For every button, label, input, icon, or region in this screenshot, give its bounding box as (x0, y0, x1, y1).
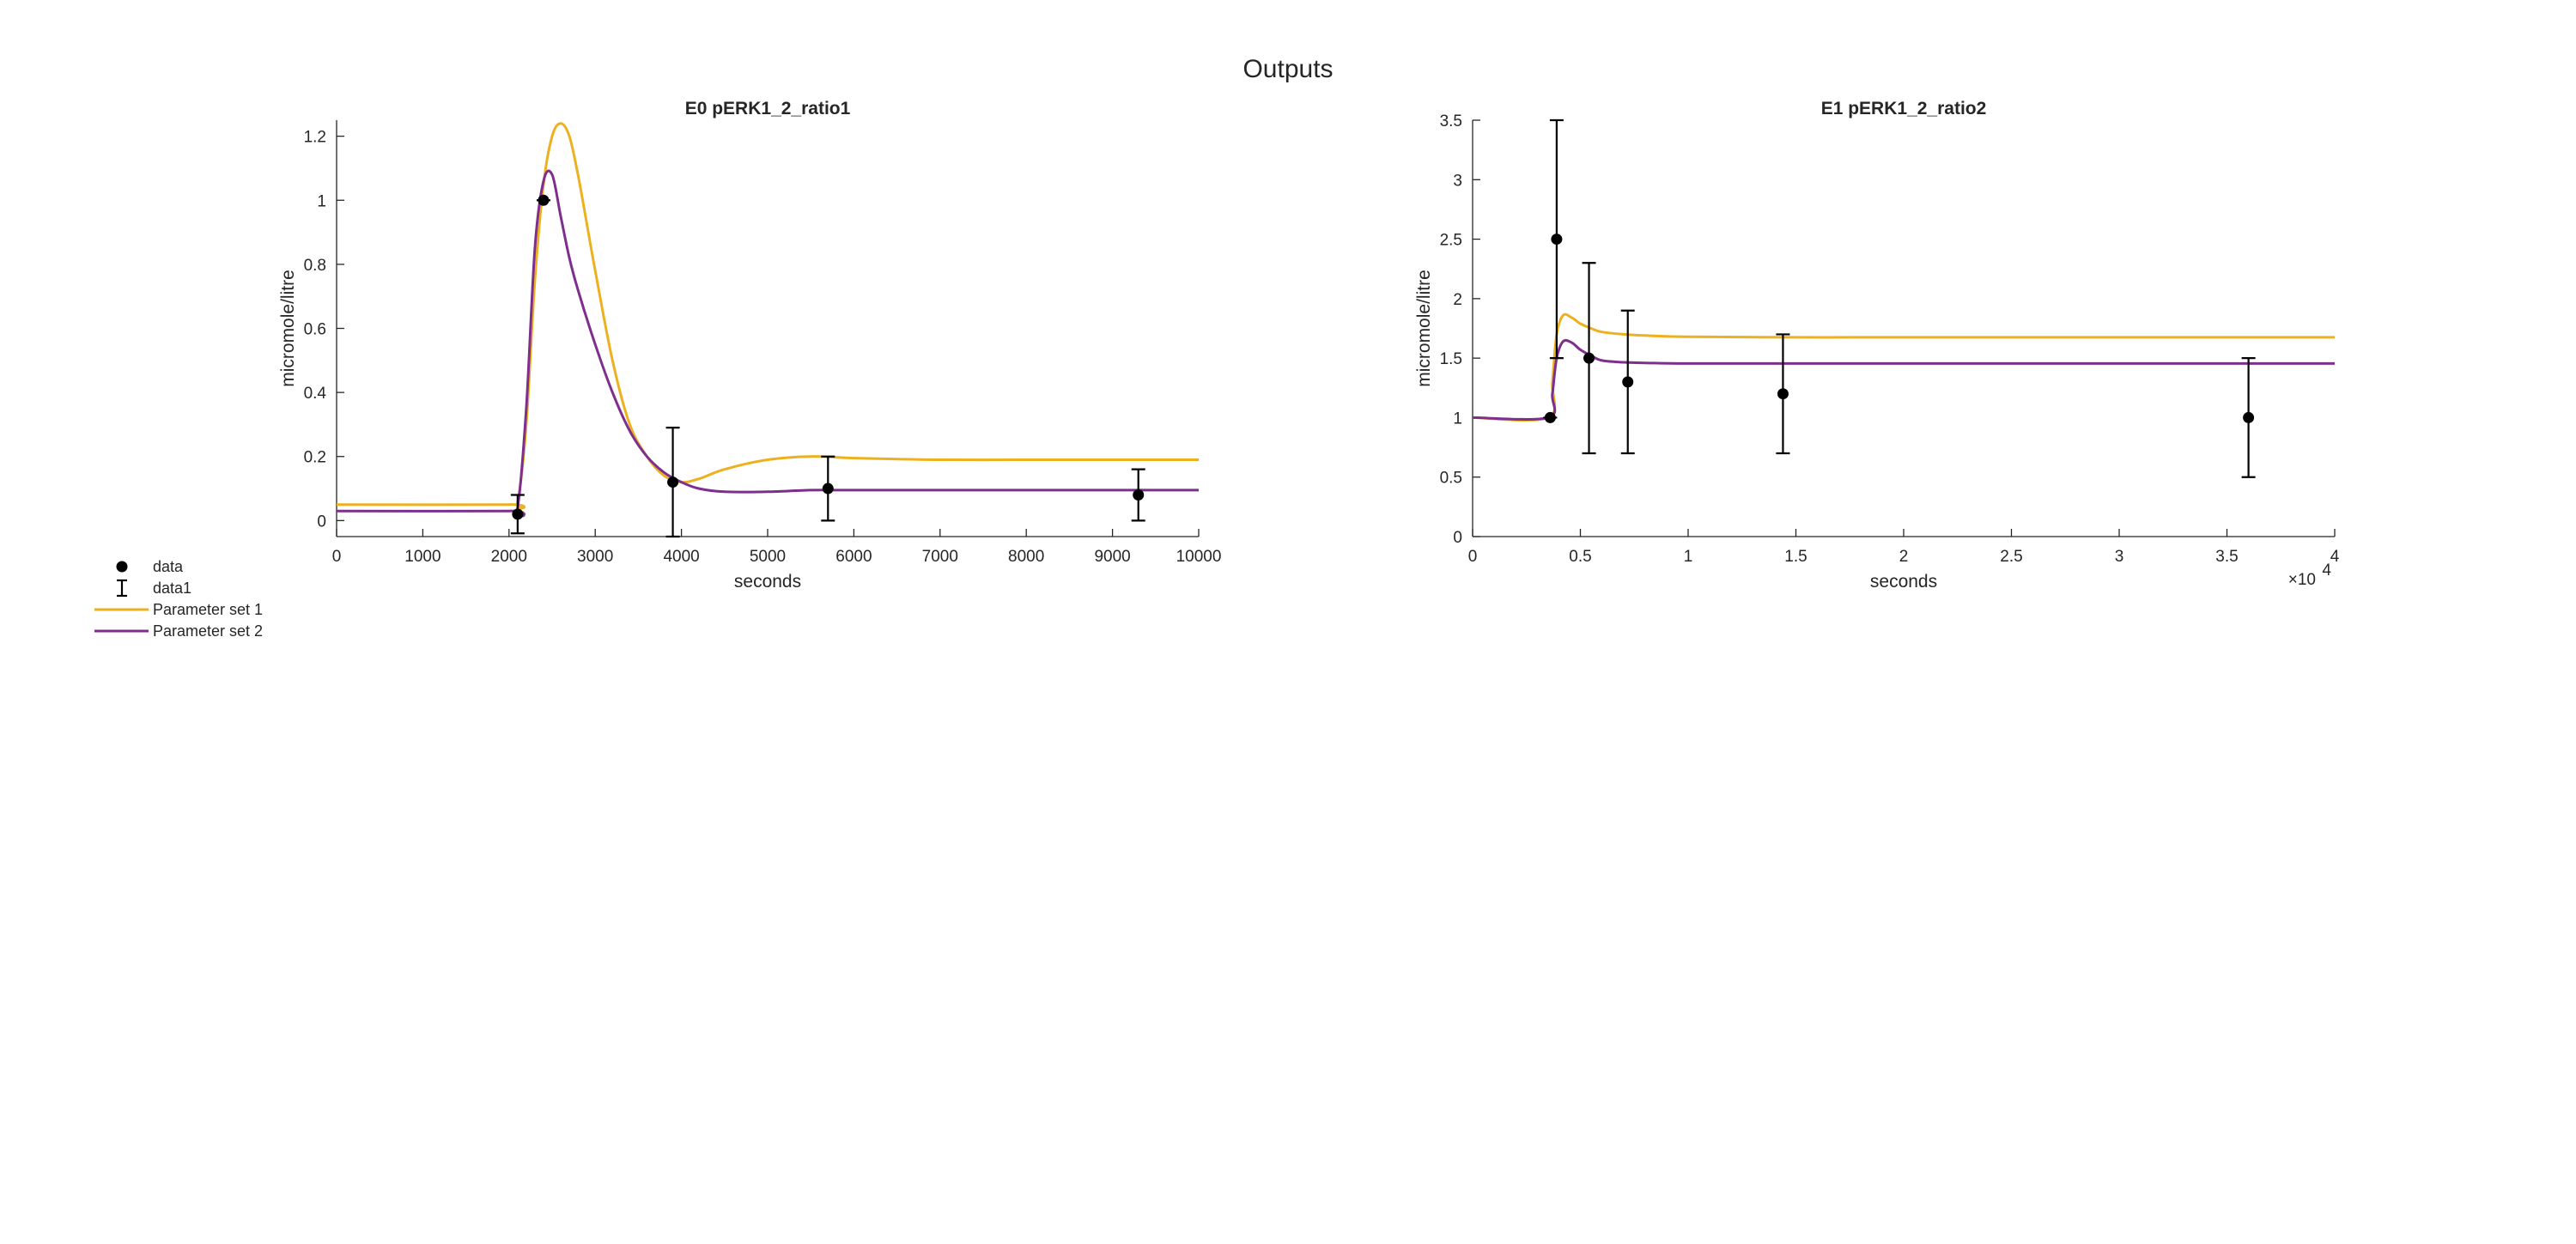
y-tick-label: 1.5 (1440, 350, 1462, 368)
y-tick-label: 1 (1453, 410, 1462, 428)
y-tick-label: 3 (1453, 172, 1462, 190)
x-exponent-label: ×10 (2288, 571, 2316, 589)
x-tick-label: 3.5 (2215, 548, 2238, 566)
data-point (1133, 489, 1145, 501)
series-line-parameter-set-2 (337, 169, 1199, 518)
x-tick-label: 1000 (404, 548, 440, 566)
data-point (1583, 352, 1595, 364)
legend-label: Parameter set 1 (153, 601, 263, 618)
x-tick-label: 0 (332, 548, 342, 566)
y-axis-label: micromole/litre (278, 270, 298, 387)
legend-item: data1 (117, 579, 191, 598)
data-point (822, 482, 834, 495)
axes-title: E0 pERK1_2_ratio1 (685, 99, 851, 118)
x-tick-label: 1.5 (1784, 548, 1807, 566)
y-tick-label: 1.2 (304, 129, 326, 147)
legend-item: Parameter set 2 (94, 622, 263, 640)
data-point (1544, 411, 1556, 423)
x-tick-label: 1 (1684, 548, 1693, 566)
figure-title: Outputs (1242, 55, 1333, 83)
axes-title: E1 pERK1_2_ratio2 (1821, 99, 1987, 118)
legend-item: Parameter set 1 (94, 601, 263, 618)
axes-0: 0 1000 2000 3000 4000 5000 6000 7000 8000 9000 100… (278, 99, 1221, 592)
data-point (1622, 376, 1634, 388)
y-tick-label: 0.6 (304, 321, 326, 339)
series-line-parameter-set-2 (1473, 338, 2335, 421)
x-tick-label: 6000 (835, 548, 872, 566)
x-tick-label: 2.5 (2000, 548, 2022, 566)
y-tick-label: 2 (1453, 291, 1462, 309)
data-point (512, 508, 524, 520)
x-tick-label: 5000 (750, 548, 786, 566)
data-points-group (510, 194, 1145, 538)
x-tick-label: 0 (1468, 548, 1478, 566)
series-group (1473, 313, 2335, 422)
y-tick-label: 2.5 (1440, 232, 1462, 250)
x-tick-label: 3000 (577, 548, 613, 566)
y-tick-label: 3.5 (1440, 112, 1462, 130)
y-tick-label: 0 (1453, 529, 1462, 547)
x-tick-label: 3 (2115, 548, 2124, 566)
x-tick-label: 10000 (1176, 548, 1222, 566)
y-axis-label: micromole/litre (1414, 270, 1434, 387)
x-tick-label: 0.5 (1569, 548, 1591, 566)
y-tick-label: 1 (317, 192, 326, 210)
data-point (2243, 411, 2255, 423)
data-point (1551, 234, 1563, 246)
data-points-group (1543, 118, 2256, 478)
x-axis-label: seconds (734, 572, 801, 592)
y-tick-label: 0.8 (304, 257, 326, 275)
x-tick-label: 2000 (491, 548, 527, 566)
y-tick-label: 0 (317, 513, 326, 531)
y-tick-label: 0.4 (304, 385, 327, 403)
y-tick-label: 0.5 (1440, 470, 1462, 488)
x-tick-label: 9000 (1094, 548, 1130, 566)
data-point (667, 476, 679, 488)
series-group (337, 122, 1199, 518)
legend-label: data (153, 558, 184, 575)
x-tick-label: 8000 (1008, 548, 1044, 566)
x-exponent-power: 4 (2322, 561, 2331, 580)
legend-item: data (116, 558, 184, 575)
x-tick-label: 4 (2330, 548, 2340, 566)
x-tick-label: 4000 (663, 548, 699, 566)
axes-1: 0 0.5 1 1.5 2 2.5 3 3.5 4 0 0.5 1 1.5 2 2.5 3 3.5 E1 pERK… (1414, 99, 2340, 592)
series-line-parameter-set-1 (1473, 313, 2335, 422)
legend-label: Parameter set 2 (153, 622, 263, 640)
x-axis-label: seconds (1870, 572, 1937, 592)
y-tick-label: 0.2 (304, 449, 326, 467)
x-tick-label: 7000 (922, 548, 958, 566)
data-point (538, 194, 550, 206)
data-point (1777, 388, 1789, 400)
legend-marker-data (116, 561, 128, 573)
legend: data data1 Parameter set 1 Parameter set 2 (94, 558, 263, 640)
plots-layer: 0 1000 2000 3000 4000 5000 6000 7000 8000 9000 100… (278, 99, 2340, 592)
legend-label: data1 (153, 580, 191, 597)
x-tick-label: 2 (1899, 548, 1909, 566)
